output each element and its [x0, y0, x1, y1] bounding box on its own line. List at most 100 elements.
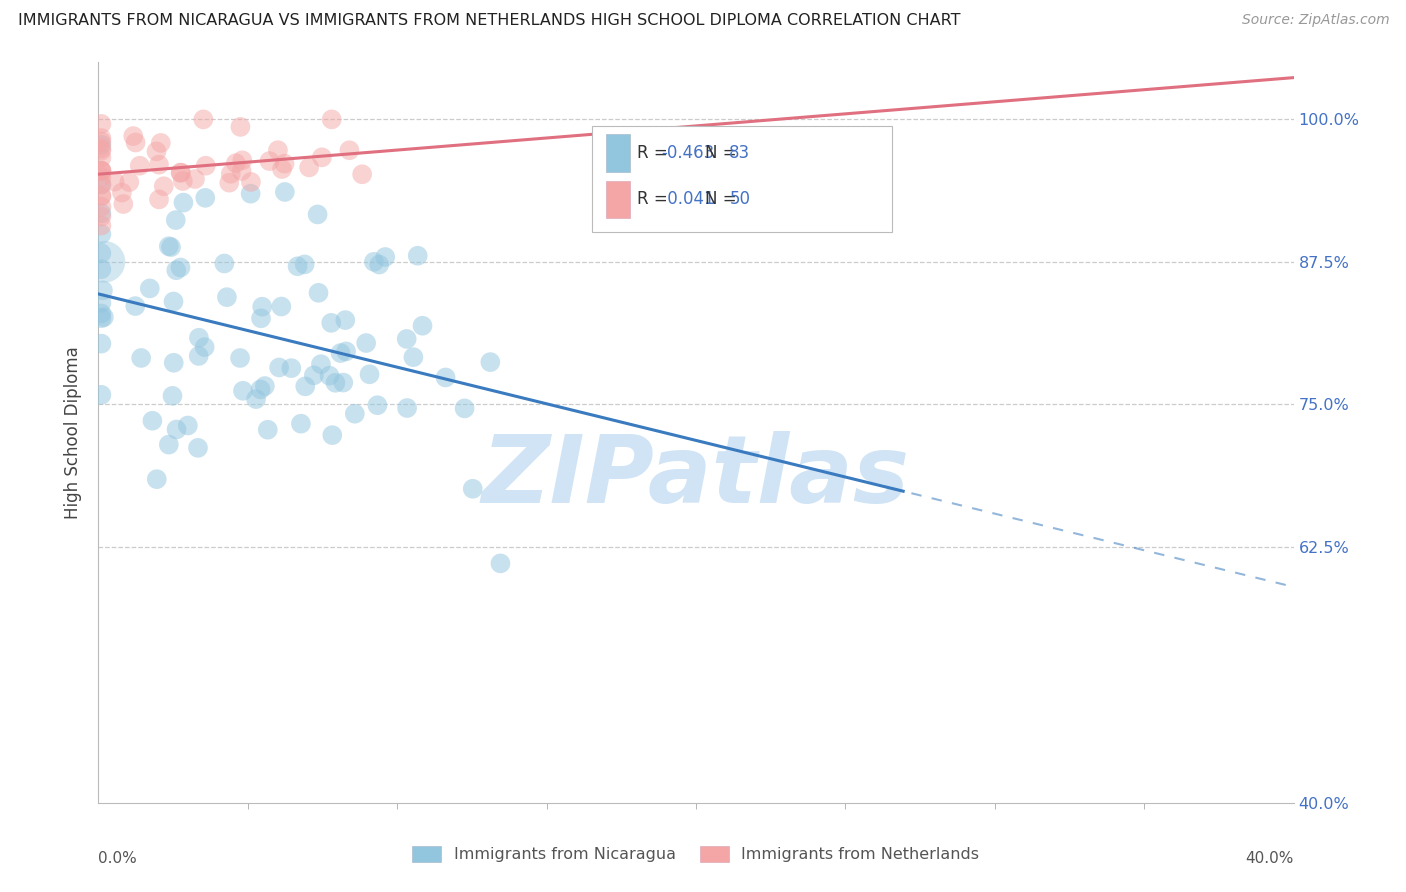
Point: [111, 186, 134, 200]
Point: [170, 165, 193, 179]
Point: [139, 281, 162, 295]
Point: [339, 143, 361, 157]
Point: [145, 472, 167, 486]
Point: [406, 249, 429, 263]
Y-axis label: High School Diploma: High School Diploma: [65, 346, 83, 519]
Point: [141, 414, 163, 428]
Point: [90, 210, 112, 224]
Point: [256, 423, 278, 437]
Point: [90, 137, 112, 152]
Text: N =: N =: [706, 145, 742, 162]
Point: [363, 255, 385, 269]
Point: [332, 376, 354, 390]
Point: [148, 193, 170, 207]
Point: [90, 306, 112, 320]
Point: [307, 207, 329, 221]
Point: [273, 156, 295, 170]
Point: [271, 162, 294, 177]
Point: [321, 112, 343, 127]
Point: [90, 151, 112, 165]
Point: [329, 346, 352, 360]
Text: 0.0%: 0.0%: [98, 851, 138, 865]
Point: [122, 129, 145, 144]
Point: [250, 300, 273, 314]
Point: [90, 163, 112, 178]
Point: [157, 437, 180, 451]
Point: [90, 262, 112, 277]
Point: [269, 360, 291, 375]
Point: [148, 158, 170, 172]
Point: [172, 174, 194, 188]
Point: [298, 161, 321, 175]
Point: [374, 250, 396, 264]
Point: [169, 260, 191, 275]
Point: [354, 336, 377, 351]
Point: [90, 164, 112, 178]
Point: [90, 144, 112, 158]
Point: [90, 246, 112, 260]
Point: [90, 200, 112, 214]
Point: [368, 258, 391, 272]
Point: [214, 256, 236, 270]
Point: [453, 401, 475, 416]
Point: [287, 260, 309, 274]
Point: [311, 150, 333, 164]
Point: [335, 313, 357, 327]
Point: [90, 227, 112, 241]
Point: [90, 388, 112, 402]
Point: [461, 482, 484, 496]
Point: [411, 318, 433, 333]
Point: [169, 166, 191, 180]
Point: [218, 176, 240, 190]
Text: 83: 83: [730, 145, 751, 162]
Point: [128, 159, 150, 173]
Point: [90, 141, 112, 155]
Point: [194, 191, 217, 205]
Legend: Immigrants from Nicaragua, Immigrants from Netherlands: Immigrants from Nicaragua, Immigrants fr…: [406, 840, 986, 869]
Point: [90, 219, 112, 233]
Point: [250, 311, 273, 326]
Point: [103, 175, 125, 189]
Point: [239, 186, 262, 201]
Point: [90, 163, 112, 178]
Point: [157, 239, 180, 253]
Point: [91, 283, 114, 297]
Point: [402, 350, 425, 364]
Point: [231, 153, 253, 168]
Point: [352, 167, 374, 181]
Point: [308, 285, 330, 300]
Point: [166, 422, 188, 436]
Point: [239, 175, 262, 189]
Point: [160, 240, 183, 254]
Point: [90, 311, 112, 326]
Point: [124, 299, 146, 313]
Point: [302, 368, 325, 383]
Point: [335, 344, 357, 359]
Point: [193, 112, 215, 127]
Point: [229, 351, 252, 365]
Point: [270, 300, 292, 314]
Point: [90, 178, 112, 192]
Point: [309, 357, 332, 371]
Text: N =: N =: [706, 190, 742, 209]
Point: [184, 172, 207, 186]
Point: [187, 349, 209, 363]
Point: [434, 370, 457, 384]
Point: [129, 351, 152, 365]
Point: [152, 179, 174, 194]
Point: [280, 361, 302, 376]
Text: 40.0%: 40.0%: [1246, 851, 1294, 865]
Point: [90, 117, 112, 131]
Point: [194, 340, 217, 354]
Point: [321, 316, 343, 330]
Point: [194, 159, 217, 173]
Point: [489, 557, 512, 571]
Point: [249, 383, 271, 397]
Point: [90, 336, 112, 351]
Point: [90, 189, 112, 203]
Point: [290, 417, 312, 431]
Point: [145, 145, 167, 159]
Text: IMMIGRANTS FROM NICARAGUA VS IMMIGRANTS FROM NETHERLANDS HIGH SCHOOL DIPLOMA COR: IMMIGRANTS FROM NICARAGUA VS IMMIGRANTS …: [18, 13, 960, 29]
Point: [225, 156, 247, 170]
Point: [112, 197, 135, 211]
